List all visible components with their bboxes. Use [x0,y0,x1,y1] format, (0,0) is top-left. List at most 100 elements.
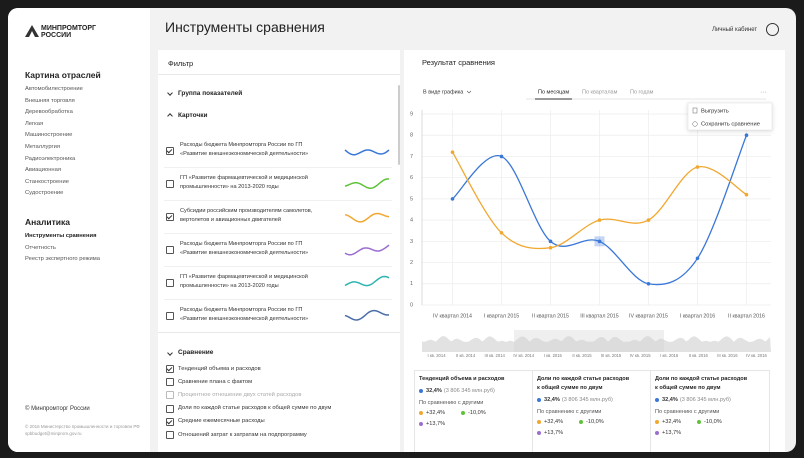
checkbox[interactable] [166,312,174,320]
comparison-option[interactable]: Тенденций объема и расходов [178,365,261,372]
data-point [744,192,749,197]
comparison-option[interactable]: Отношений затрат к затратам на подпрогра… [178,431,307,438]
comparison-option[interactable]: Сравнение плана с фактом [178,378,253,385]
compare-label: По сравнению с другими [655,409,720,415]
nav-item[interactable]: Судостроение [25,190,64,197]
nav-item[interactable]: Отчетность [25,244,56,251]
sparkline-path [344,212,390,223]
data-point [695,165,700,169]
nav-item[interactable]: Легкая [25,120,44,127]
nav-item[interactable]: Металлургия [25,144,61,150]
section-title: Аналитика [25,217,70,227]
compare-row: +32,4% -10,0% [419,408,529,419]
filter-title: Фильтр [168,59,194,68]
page-title: Инструменты сравнения [165,19,325,35]
tab[interactable]: По месяцам [538,89,569,95]
row-divider [164,167,392,168]
app: МИНПРОМТОРГ РОССИИ Картина отраслей Автомоб… [8,8,796,452]
nav-item[interactable]: Станкостроение [25,178,69,185]
filter-panel: Фильтр Группа показателей Карточки Расходы … [158,50,400,452]
card-text: промышленности» на 2013-2020 годы [180,282,279,289]
data-point [499,231,504,235]
compare-value: +13,7% [426,421,446,427]
checkbox[interactable] [166,246,174,254]
nav-item[interactable]: Машиностроение [25,132,73,139]
checkbox[interactable] [166,180,174,188]
group-label[interactable]: Группа показателей [178,90,243,97]
checkbox[interactable] [166,365,174,373]
timeline-window [514,330,664,352]
checkbox[interactable] [166,431,174,439]
row-divider [164,200,392,201]
account-link[interactable]: Личный кабинет [712,27,758,33]
view-select: В виде графика [423,89,464,95]
checkbox[interactable] [166,417,174,426]
card-text: «Развитие внешнеэкономической деятельнос… [180,150,309,157]
chevron [167,113,173,119]
metric-value: 32,4% [662,397,678,403]
menu-item[interactable]: Выгрузить [701,109,729,115]
compare-item: +32,4% [537,417,579,428]
card-text: ГП «Развитие фармацевтической и медицинс… [180,175,308,181]
cards-label[interactable]: Карточки [178,112,208,119]
timeline-label: IV кв. 2016 [746,353,767,358]
card-text: Субсидии российским производителям самол… [180,208,313,214]
menu-item[interactable]: Сохранить сравнение [701,122,760,128]
more-button: ··· [760,89,767,96]
data-point [744,133,749,138]
compare-item: -10,0% [579,417,619,428]
dot [579,419,583,424]
timeline-label: II кв. 2015 [572,353,592,358]
sparkline-path [344,178,390,190]
dot [419,421,423,426]
card-title: к общей сумме по двум [537,385,603,391]
data-point [548,245,553,250]
section-title: Картина отраслей [25,70,101,80]
account-icon[interactable] [766,23,779,36]
nav-item[interactable]: Реестр экспертного режима [25,256,100,263]
select-caret [466,90,472,94]
checkbox[interactable] [166,213,174,221]
compare-row: +32,4% -10,0% [655,417,765,428]
compare-label: По сравнению с другими [537,409,602,415]
timeline-label: II кв. 2016 [689,353,709,358]
compare-label: По сравнению с другими [419,400,484,406]
logo-icon [25,25,39,37]
dot [697,419,701,424]
nav-item[interactable]: Деревообработка [25,109,73,116]
nav-item[interactable]: Автомобилестроение [25,86,83,92]
nav-item[interactable]: Авиационная [25,167,61,174]
comparison-option[interactable]: Средние ежемесячные расходы [178,418,265,425]
card-text: промышленности» на 2013-2020 годы [180,183,279,190]
x-tick-label: IV квартал 2015 [629,313,668,319]
nav-item[interactable]: Внешняя торговля [25,97,75,104]
y-tick-label: 6 [410,175,413,181]
nav-item[interactable]: Инструменты сравнения [25,233,97,239]
y-tick-label: 8 [410,133,413,139]
compare-value: -10,0% [468,410,486,416]
timeline-area [422,336,771,352]
checkbox[interactable] [166,404,174,413]
nav-item[interactable]: Радиоэлектроника [25,155,76,162]
compare-value: +32,4% [426,410,446,416]
tab[interactable]: По годам [630,89,654,95]
comparison-option[interactable]: Доли по каждой статье расходов к общей с… [178,405,332,412]
x-tick-label: II квартал 2016 [728,313,765,319]
card-metric: 32,4% (3 806 345 млн.руб) [655,396,765,405]
checkbox[interactable] [166,378,174,387]
tab[interactable]: По кварталам [582,89,618,95]
compare-value: -10,0% [704,419,722,425]
logo-text: МИНПРОМТОРГ [41,25,96,32]
comparison-label[interactable]: Сравнение [178,349,214,356]
data-point [695,256,700,261]
dot [655,397,659,402]
menu [687,102,773,131]
checkbox[interactable] [166,279,174,287]
compare-item: +13,7% [419,419,461,430]
sparkline [344,275,390,287]
chevron [167,350,173,356]
compare-item: +32,4% [655,417,697,428]
checkbox[interactable] [166,147,174,155]
dot [461,410,465,415]
dot [655,430,659,435]
